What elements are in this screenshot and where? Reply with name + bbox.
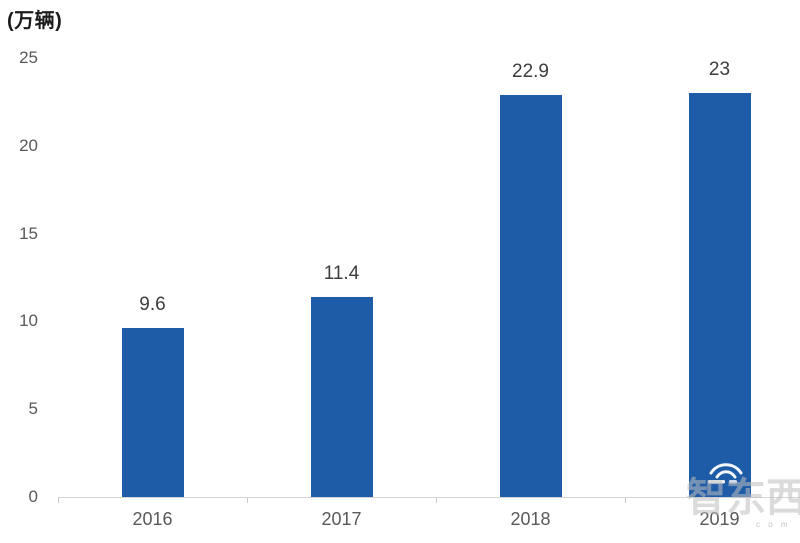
bar-2016 [121, 328, 184, 497]
y-tick-label: 0 [28, 487, 38, 506]
x-axis-tick [436, 498, 437, 503]
chart-title: (万辆) [7, 10, 63, 32]
x-tick-label-2016: 2016 [132, 509, 173, 529]
bar-2019 [688, 93, 751, 497]
x-axis-line [58, 497, 800, 498]
x-tick-label-2018: 2018 [510, 509, 551, 529]
data-label-2016: 9.6 [139, 294, 166, 316]
y-tick-label: 25 [19, 48, 38, 67]
bar-2018 [499, 94, 562, 497]
data-label-2018: 22.9 [512, 60, 549, 82]
y-tick-label: 20 [19, 135, 38, 155]
data-label-2019: 23 [708, 59, 731, 81]
x-tick-label-2019: 2019 [699, 509, 740, 529]
x-axis-tick [247, 498, 248, 503]
y-tick-label: 5 [28, 399, 38, 419]
data-label-2017: 11.4 [323, 262, 360, 284]
y-tick-label: 10 [19, 311, 38, 331]
x-axis-tick [58, 498, 59, 503]
x-tick-label-2017: 2017 [321, 509, 362, 529]
x-axis-tick [625, 498, 626, 503]
y-tick-label: 15 [19, 223, 38, 243]
bar-2017 [310, 296, 373, 497]
